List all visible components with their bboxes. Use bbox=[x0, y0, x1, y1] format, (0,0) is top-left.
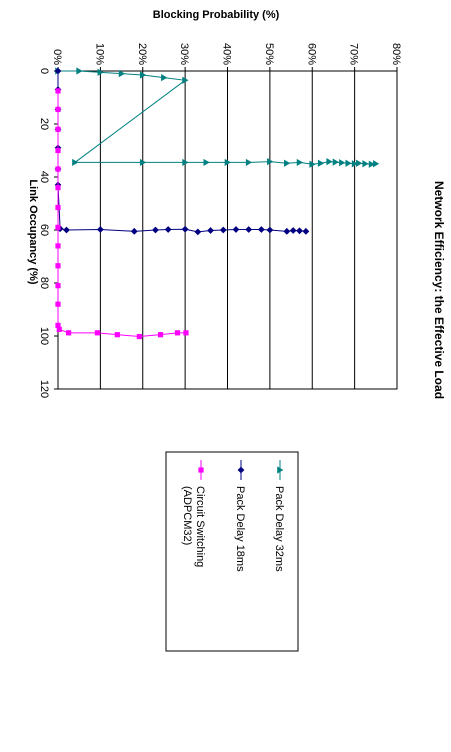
data-point bbox=[284, 159, 291, 167]
data-point bbox=[183, 330, 189, 336]
y-tick-label: 10% bbox=[93, 43, 105, 65]
data-point bbox=[136, 333, 142, 340]
data-point bbox=[55, 185, 61, 191]
data-point bbox=[245, 226, 253, 233]
data-point bbox=[55, 224, 61, 230]
data-point bbox=[118, 70, 125, 78]
series-line bbox=[57, 71, 306, 233]
data-point bbox=[56, 326, 62, 332]
data-point bbox=[296, 158, 303, 167]
data-point bbox=[317, 159, 325, 167]
y-tick-label: 20% bbox=[136, 43, 148, 65]
data-point bbox=[55, 204, 61, 211]
data-point bbox=[55, 106, 61, 113]
data-point bbox=[96, 226, 104, 233]
data-point bbox=[373, 160, 380, 168]
series-line bbox=[58, 70, 376, 165]
data-point bbox=[345, 159, 352, 167]
y-tick-label: 70% bbox=[348, 43, 360, 65]
y-tick-label: 80% bbox=[390, 43, 402, 65]
data-point bbox=[55, 283, 61, 289]
data-point bbox=[55, 147, 61, 154]
x-tick-label: 80 bbox=[38, 277, 50, 289]
data-point bbox=[55, 301, 61, 307]
data-point bbox=[164, 226, 172, 233]
data-point bbox=[219, 226, 227, 234]
y-tick-label: 40% bbox=[221, 43, 233, 65]
y-tick-label: 30% bbox=[178, 43, 190, 65]
data-point bbox=[289, 227, 297, 234]
data-point bbox=[258, 226, 265, 233]
data-point bbox=[161, 74, 168, 82]
x-axis-title: Link Occupancy (%) bbox=[27, 179, 39, 284]
y-tick-label: 50% bbox=[263, 43, 275, 65]
data-point bbox=[181, 225, 189, 233]
data-point bbox=[266, 226, 274, 234]
data-point bbox=[152, 226, 159, 234]
x-tick-label: 100 bbox=[38, 327, 50, 345]
legend: Pack Delay 32ms Pack Delay 18ms Circuit Sw… bbox=[165, 451, 299, 652]
legend-box bbox=[165, 451, 299, 652]
legend-entry: Pack Delay 32ms bbox=[273, 486, 285, 572]
data-point bbox=[339, 159, 346, 167]
data-point bbox=[207, 227, 214, 234]
x-tick-label: 60 bbox=[38, 224, 50, 236]
data-point bbox=[368, 160, 375, 168]
data-point bbox=[194, 228, 202, 236]
legend-entry: Pack Delay 18ms bbox=[234, 486, 246, 572]
plot-area: 0% 10% 20% 30% 40% 50% 60% 70% 80% 0 20 40 60 80 100 12… bbox=[38, 43, 402, 398]
data-point bbox=[97, 68, 104, 76]
data-point bbox=[237, 466, 245, 474]
data-point bbox=[182, 76, 189, 84]
data-point bbox=[55, 263, 61, 269]
data-point bbox=[283, 227, 291, 235]
data-point bbox=[157, 332, 164, 338]
x-tick-label: 120 bbox=[38, 380, 50, 398]
data-point bbox=[55, 322, 61, 328]
legend-entry: Circuit Switching(ADPCM32) bbox=[181, 486, 206, 567]
data-point bbox=[267, 158, 274, 166]
data-point bbox=[351, 160, 359, 168]
data-point bbox=[55, 166, 61, 172]
data-point bbox=[130, 227, 138, 235]
data-point bbox=[362, 160, 369, 168]
data-point bbox=[277, 466, 284, 474]
data-point bbox=[326, 158, 333, 166]
data-point bbox=[55, 88, 61, 94]
x-tick-label: 40 bbox=[38, 171, 50, 183]
data-point bbox=[224, 158, 231, 167]
y-tick-label: 0% bbox=[51, 49, 63, 65]
data-point bbox=[296, 227, 303, 235]
data-point bbox=[76, 67, 83, 75]
data-point bbox=[198, 467, 204, 473]
data-point bbox=[332, 158, 339, 166]
data-point bbox=[356, 159, 363, 167]
x-tick-label: 0 bbox=[38, 68, 50, 74]
data-point bbox=[309, 160, 316, 168]
data-point bbox=[94, 330, 101, 336]
data-point bbox=[54, 67, 62, 75]
data-point bbox=[65, 330, 72, 336]
data-point bbox=[63, 226, 70, 234]
data-point bbox=[139, 158, 147, 167]
data-point bbox=[139, 71, 147, 79]
data-point bbox=[302, 227, 310, 235]
data-point bbox=[174, 330, 181, 336]
data-point bbox=[114, 332, 120, 338]
x-tick-label: 20 bbox=[38, 118, 50, 130]
data-point bbox=[182, 158, 189, 167]
data-point bbox=[55, 243, 61, 249]
data-point bbox=[245, 158, 253, 167]
chart-title: Network Efficiency: the Effective Load bbox=[432, 181, 446, 399]
data-point bbox=[203, 158, 210, 167]
y-tick-label: 60% bbox=[305, 43, 317, 65]
data-point bbox=[72, 158, 79, 167]
data-point bbox=[55, 126, 61, 132]
y-axis-title: Blocking Probability (%) bbox=[153, 9, 280, 21]
data-point bbox=[232, 226, 240, 233]
